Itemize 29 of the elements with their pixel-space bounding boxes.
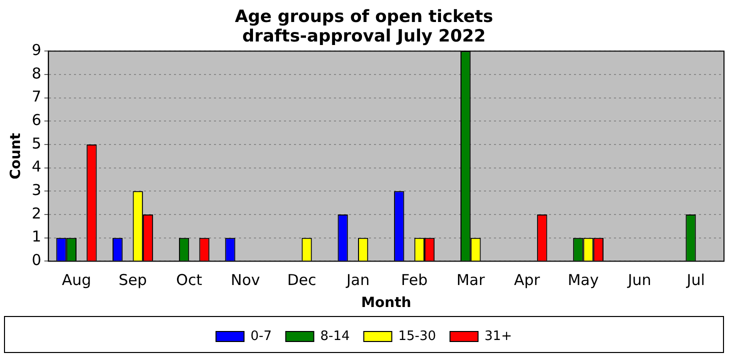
y-tick-label: 7 (32, 88, 42, 106)
x-tick-label: Jan (345, 271, 370, 290)
legend-label: 31+ (484, 328, 512, 344)
legend-label: 15-30 (398, 328, 436, 344)
legend-label: 8-14 (320, 328, 350, 344)
y-tick-label: 9 (32, 40, 42, 59)
y-tick-label: 3 (32, 181, 42, 200)
y-axis-title: Count (8, 132, 24, 180)
x-tick-label: Feb (401, 271, 428, 290)
x-tick-label: Apr (514, 271, 541, 290)
x-tick-label: Aug (62, 271, 92, 290)
chart-title: Age groups of open tickets drafts-approval July 2022 (234, 7, 494, 47)
y-tick-label: 4 (32, 158, 42, 176)
x-tick-label: Oct (176, 271, 202, 290)
x-tick-label: Dec (287, 271, 316, 290)
x-tick-label: Mar (456, 271, 486, 290)
y-tick-label: 8 (32, 64, 42, 82)
y-tick-label: 2 (32, 204, 42, 222)
x-tick-label: Nov (230, 271, 260, 290)
x-tick-label: Jul (686, 271, 705, 290)
y-tick-label: 5 (32, 134, 42, 152)
y-tick-label: 0 (32, 251, 42, 270)
x-axis-title: Month (361, 295, 412, 312)
x-tick-label: May (568, 271, 599, 290)
x-tick-label: Jun (626, 271, 652, 290)
y-tick-label: 1 (32, 228, 42, 246)
x-tick-label: Sep (118, 271, 147, 290)
y-tick-label: 6 (32, 111, 42, 130)
legend-label: 0-7 (250, 328, 272, 344)
